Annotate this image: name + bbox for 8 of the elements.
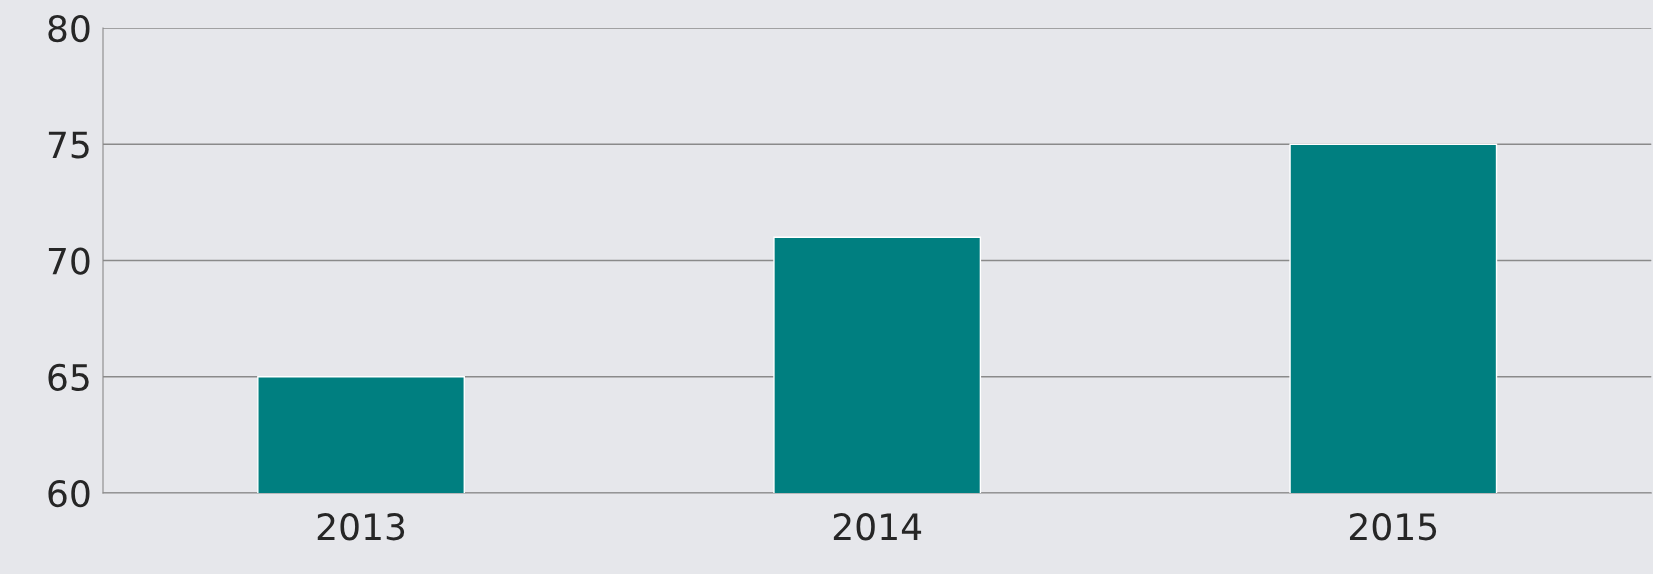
- y-tick-label: 75: [48, 131, 89, 159]
- y-tick-label: 70: [48, 247, 90, 275]
- x-tick-label: 2013: [317, 513, 405, 541]
- x-tick-label: 2015: [1349, 513, 1437, 541]
- y-tick-label: 80: [48, 14, 90, 43]
- x-tick-label: 2014: [833, 513, 922, 541]
- y-tick-label: 60: [48, 479, 90, 508]
- y-tick-label: 65: [48, 363, 89, 391]
